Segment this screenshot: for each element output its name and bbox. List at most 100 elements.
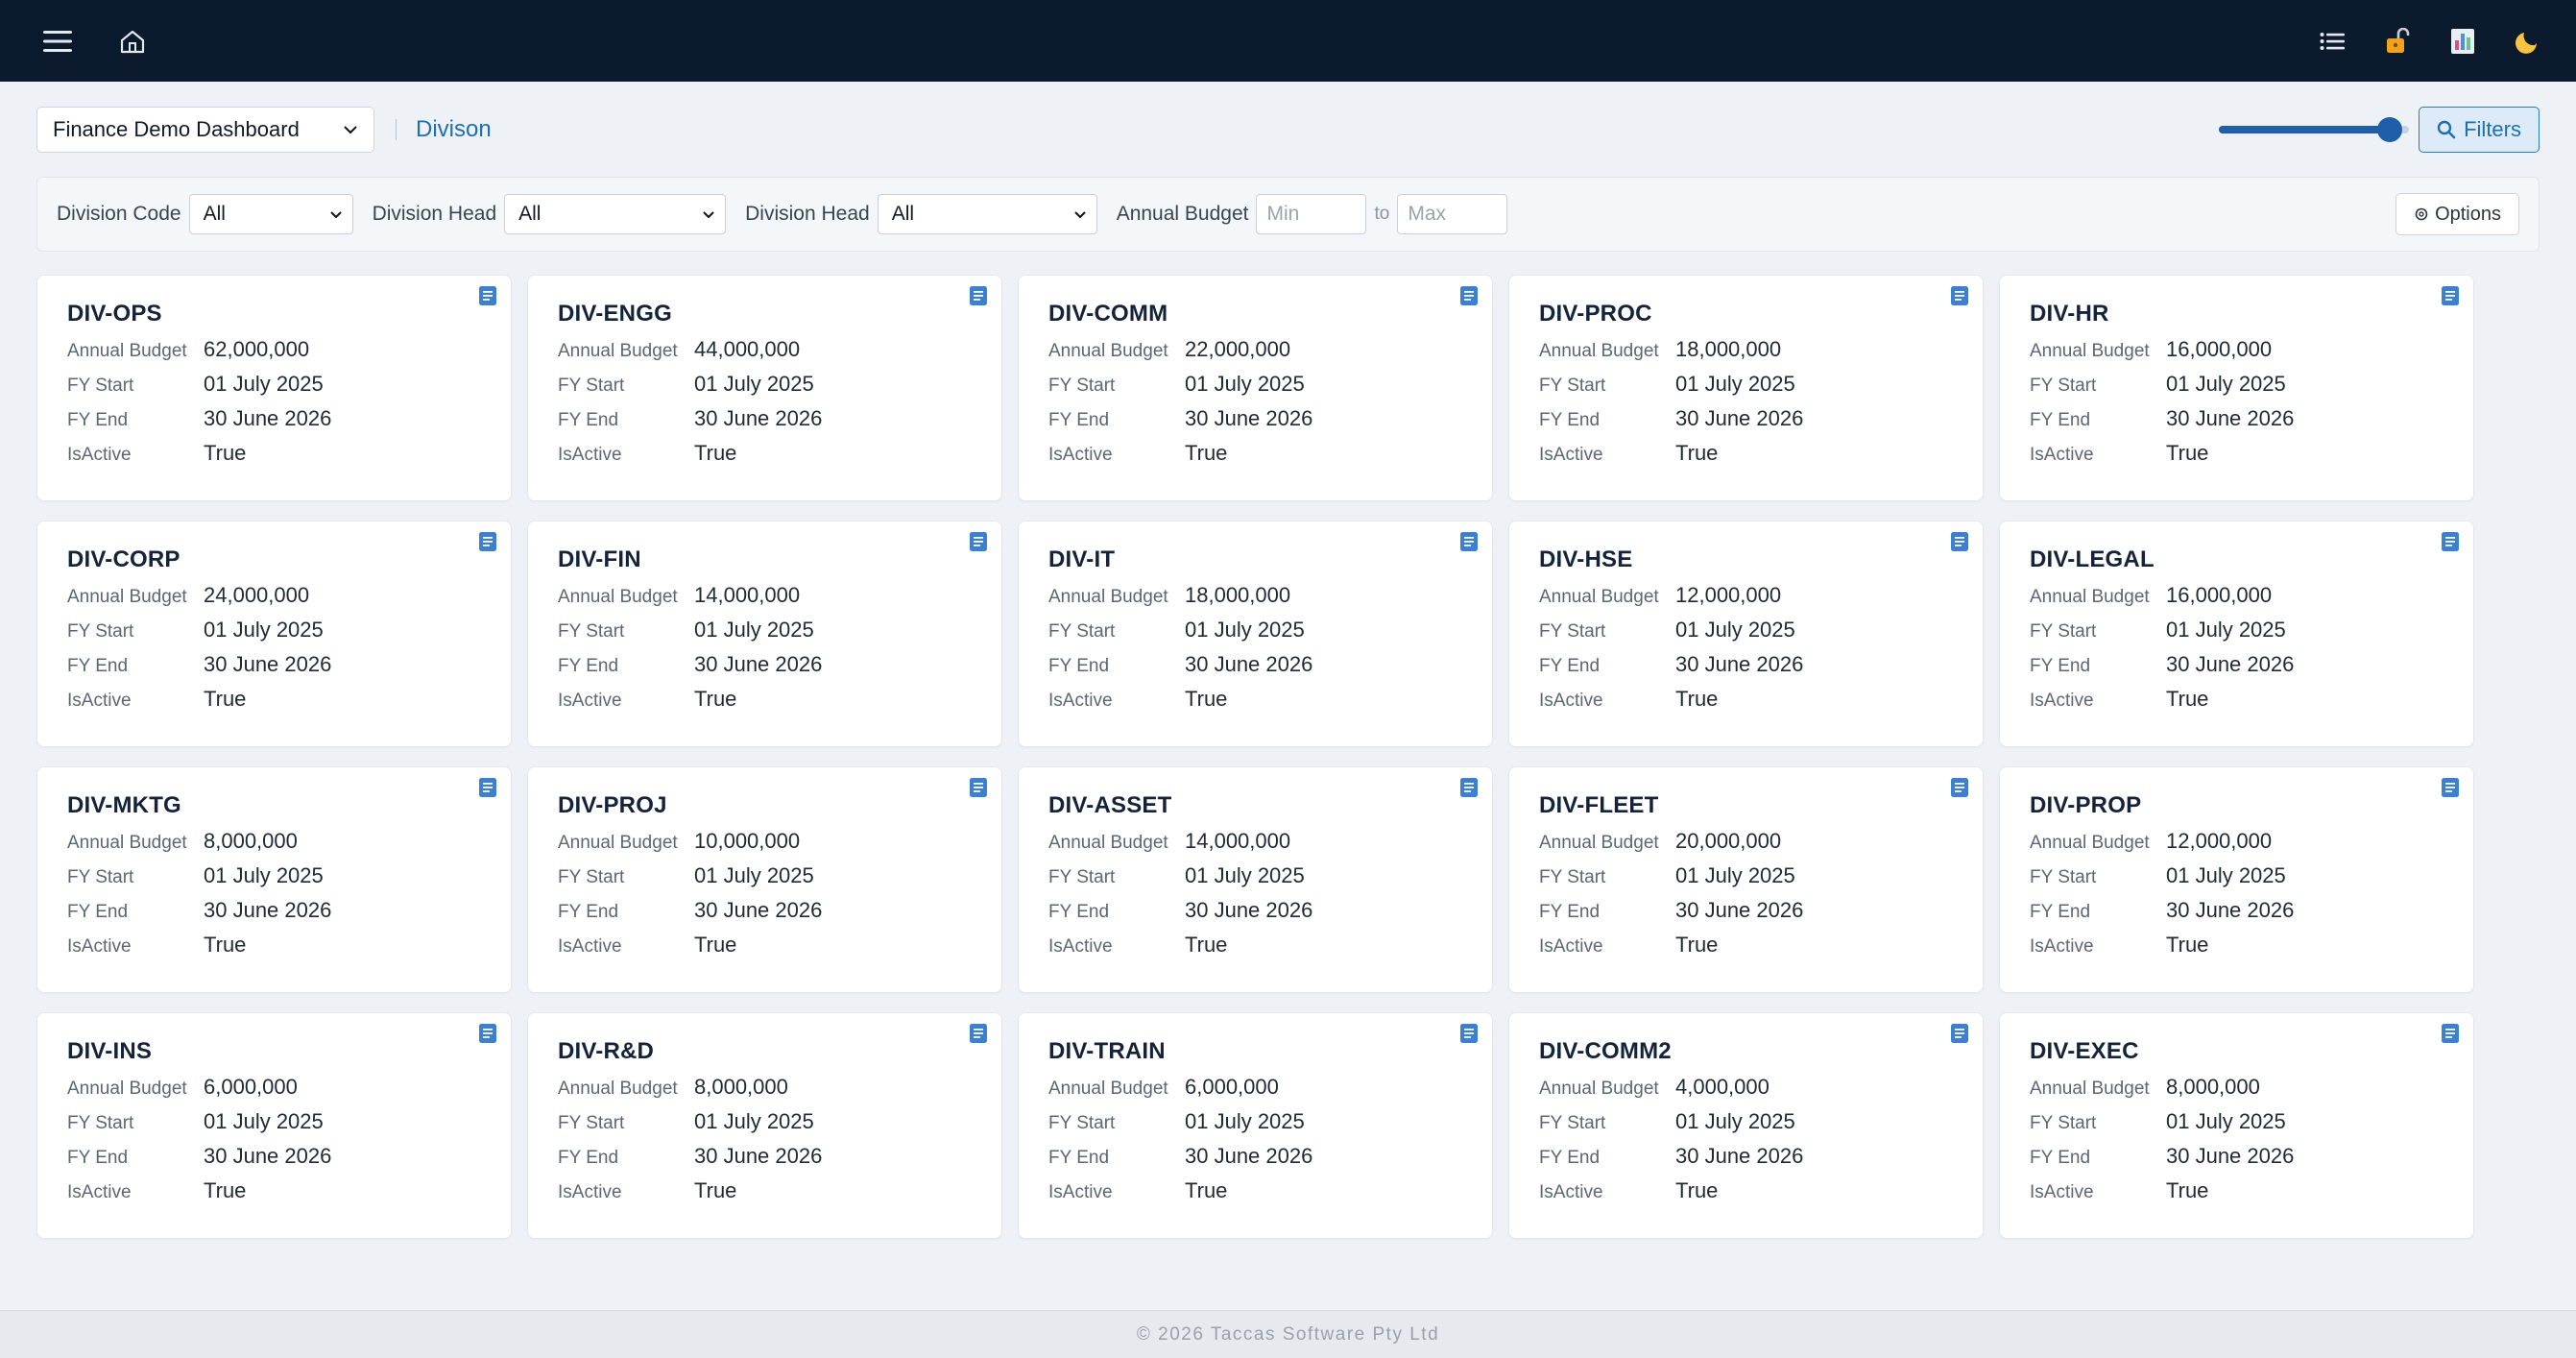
document-icon[interactable] [1950, 531, 1969, 552]
fy-end-value: 30 June 2026 [694, 406, 823, 430]
is-active-label: IsActive [558, 445, 622, 465]
budget-max-input[interactable] [1397, 194, 1508, 234]
budget-row: Annual Budget 12,000,000 [1539, 583, 1954, 618]
document-icon[interactable] [969, 777, 988, 798]
document-icon[interactable] [969, 1023, 988, 1044]
fy-end-row: FY End 30 June 2026 [1048, 652, 1463, 687]
document-icon[interactable] [478, 1023, 497, 1044]
fy-end-label: FY End [67, 656, 129, 676]
budget-label: Annual Budget [558, 341, 678, 361]
filters-button[interactable]: Filters [2419, 107, 2540, 153]
fy-start-label: FY Start [67, 376, 134, 396]
document-icon[interactable] [1459, 285, 1479, 306]
options-button[interactable]: Options [2395, 193, 2519, 235]
budget-row: Annual Budget 24,000,000 [67, 583, 482, 618]
division-card[interactable]: DIV-PROP Annual Budget 12,000,000 FY Sta… [1999, 766, 2474, 993]
navbar-right [2317, 26, 2543, 57]
fy-start-label: FY Start [558, 867, 625, 887]
document-icon[interactable] [2441, 285, 2460, 306]
is-active-label: IsActive [2030, 691, 2094, 711]
breadcrumb[interactable]: Divison [416, 116, 492, 142]
report-icon[interactable] [2447, 26, 2478, 57]
document-icon[interactable] [1950, 285, 1969, 306]
document-icon[interactable] [969, 285, 988, 306]
dashboard-select[interactable]: Finance Demo Dashboard [36, 107, 374, 153]
division-code-select[interactable]: All [188, 194, 353, 234]
fy-start-row: FY Start 01 July 2025 [1539, 863, 1954, 898]
budget-min-input[interactable] [1256, 194, 1367, 234]
division-card[interactable]: DIV-IT Annual Budget 18,000,000 FY Start… [1018, 521, 1493, 747]
division-card[interactable]: DIV-FLEET Annual Budget 20,000,000 FY St… [1508, 766, 1984, 993]
document-icon[interactable] [2441, 1023, 2460, 1044]
header-row: Finance Demo Dashboard Divison Filters [36, 106, 2540, 154]
budget-label: Annual Budget [2030, 587, 2150, 607]
fy-end-value: 30 June 2026 [2166, 652, 2295, 676]
fy-start-label: FY Start [1539, 376, 1606, 396]
document-icon[interactable] [478, 777, 497, 798]
fy-end-row: FY End 30 June 2026 [2030, 1144, 2444, 1178]
fy-start-value: 01 July 2025 [1185, 618, 1305, 642]
division-head2-select[interactable]: All [877, 194, 1097, 234]
range-to-label: to [1374, 204, 1390, 224]
budget-row: Annual Budget 14,000,000 [1048, 829, 1463, 863]
document-icon[interactable] [1950, 777, 1969, 798]
division-code: DIV-COMM [1048, 301, 1168, 327]
fy-end-value: 30 June 2026 [1185, 406, 1313, 430]
is-active-row: IsActive True [558, 687, 973, 721]
zoom-slider-thumb[interactable] [2377, 117, 2403, 142]
budget-value: 16,000,000 [2166, 337, 2273, 361]
list-icon[interactable] [2317, 26, 2347, 57]
home-icon[interactable] [117, 26, 148, 57]
budget-value: 20,000,000 [1675, 829, 1782, 853]
division-card[interactable]: DIV-HSE Annual Budget 12,000,000 FY Star… [1508, 521, 1984, 747]
division-card[interactable]: DIV-COMM Annual Budget 22,000,000 FY Sta… [1018, 275, 1493, 501]
document-icon[interactable] [1950, 1023, 1969, 1044]
document-icon[interactable] [2441, 531, 2460, 552]
fy-start-label: FY Start [558, 621, 625, 642]
search-icon [2437, 120, 2456, 139]
zoom-slider-fill [2219, 126, 2391, 133]
division-card[interactable]: DIV-CORP Annual Budget 24,000,000 FY Sta… [36, 521, 512, 747]
budget-value: 6,000,000 [204, 1075, 298, 1099]
unlock-icon[interactable] [2382, 26, 2413, 57]
document-icon[interactable] [478, 285, 497, 306]
division-card[interactable]: DIV-PROC Annual Budget 18,000,000 FY Sta… [1508, 275, 1984, 501]
division-card[interactable]: DIV-FIN Annual Budget 14,000,000 FY Star… [527, 521, 1002, 747]
moon-icon[interactable] [2513, 26, 2543, 57]
budget-label: Annual Budget [67, 1079, 187, 1099]
division-code: DIV-INS [67, 1038, 153, 1064]
fy-end-value: 30 June 2026 [204, 1144, 332, 1168]
document-icon[interactable] [2441, 777, 2460, 798]
fy-end-row: FY End 30 June 2026 [558, 406, 973, 441]
division-card[interactable]: DIV-EXEC Annual Budget 8,000,000 FY Star… [1999, 1012, 2474, 1239]
fy-end-value: 30 June 2026 [1675, 652, 1804, 676]
division-card[interactable]: DIV-ENGG Annual Budget 44,000,000 FY Sta… [527, 275, 1002, 501]
fy-end-row: FY End 30 June 2026 [1539, 406, 1954, 441]
fy-end-row: FY End 30 June 2026 [67, 406, 482, 441]
division-card[interactable]: DIV-HR Annual Budget 16,000,000 FY Start… [1999, 275, 2474, 501]
document-icon[interactable] [478, 531, 497, 552]
document-icon[interactable] [969, 531, 988, 552]
zoom-slider[interactable] [2219, 115, 2410, 144]
division-card[interactable]: DIV-R&D Annual Budget 8,000,000 FY Start… [527, 1012, 1002, 1239]
division-code: DIV-IT [1048, 546, 1116, 572]
division-card[interactable]: DIV-MKTG Annual Budget 8,000,000 FY Star… [36, 766, 512, 993]
is-active-value: True [2166, 1178, 2209, 1202]
document-icon[interactable] [1459, 777, 1479, 798]
document-icon[interactable] [1459, 531, 1479, 552]
division-card[interactable]: DIV-OPS Annual Budget 62,000,000 FY Star… [36, 275, 512, 501]
division-card[interactable]: DIV-LEGAL Annual Budget 16,000,000 FY St… [1999, 521, 2474, 747]
division-head-select[interactable]: All [504, 194, 727, 234]
document-icon[interactable] [1459, 1023, 1479, 1044]
division-card[interactable]: DIV-ASSET Annual Budget 14,000,000 FY St… [1018, 766, 1493, 993]
menu-icon[interactable] [42, 26, 73, 57]
division-card[interactable]: DIV-COMM2 Annual Budget 4,000,000 FY Sta… [1508, 1012, 1984, 1239]
division-head-label: Division Head [372, 203, 497, 225]
fy-start-value: 01 July 2025 [204, 618, 324, 642]
division-card[interactable]: DIV-PROJ Annual Budget 10,000,000 FY Sta… [527, 766, 1002, 993]
budget-row: Annual Budget 4,000,000 [1539, 1075, 1954, 1109]
fy-end-value: 30 June 2026 [2166, 406, 2295, 430]
division-card[interactable]: DIV-TRAIN Annual Budget 6,000,000 FY Sta… [1018, 1012, 1493, 1239]
is-active-value: True [694, 1178, 737, 1202]
division-card[interactable]: DIV-INS Annual Budget 6,000,000 FY Start… [36, 1012, 512, 1239]
